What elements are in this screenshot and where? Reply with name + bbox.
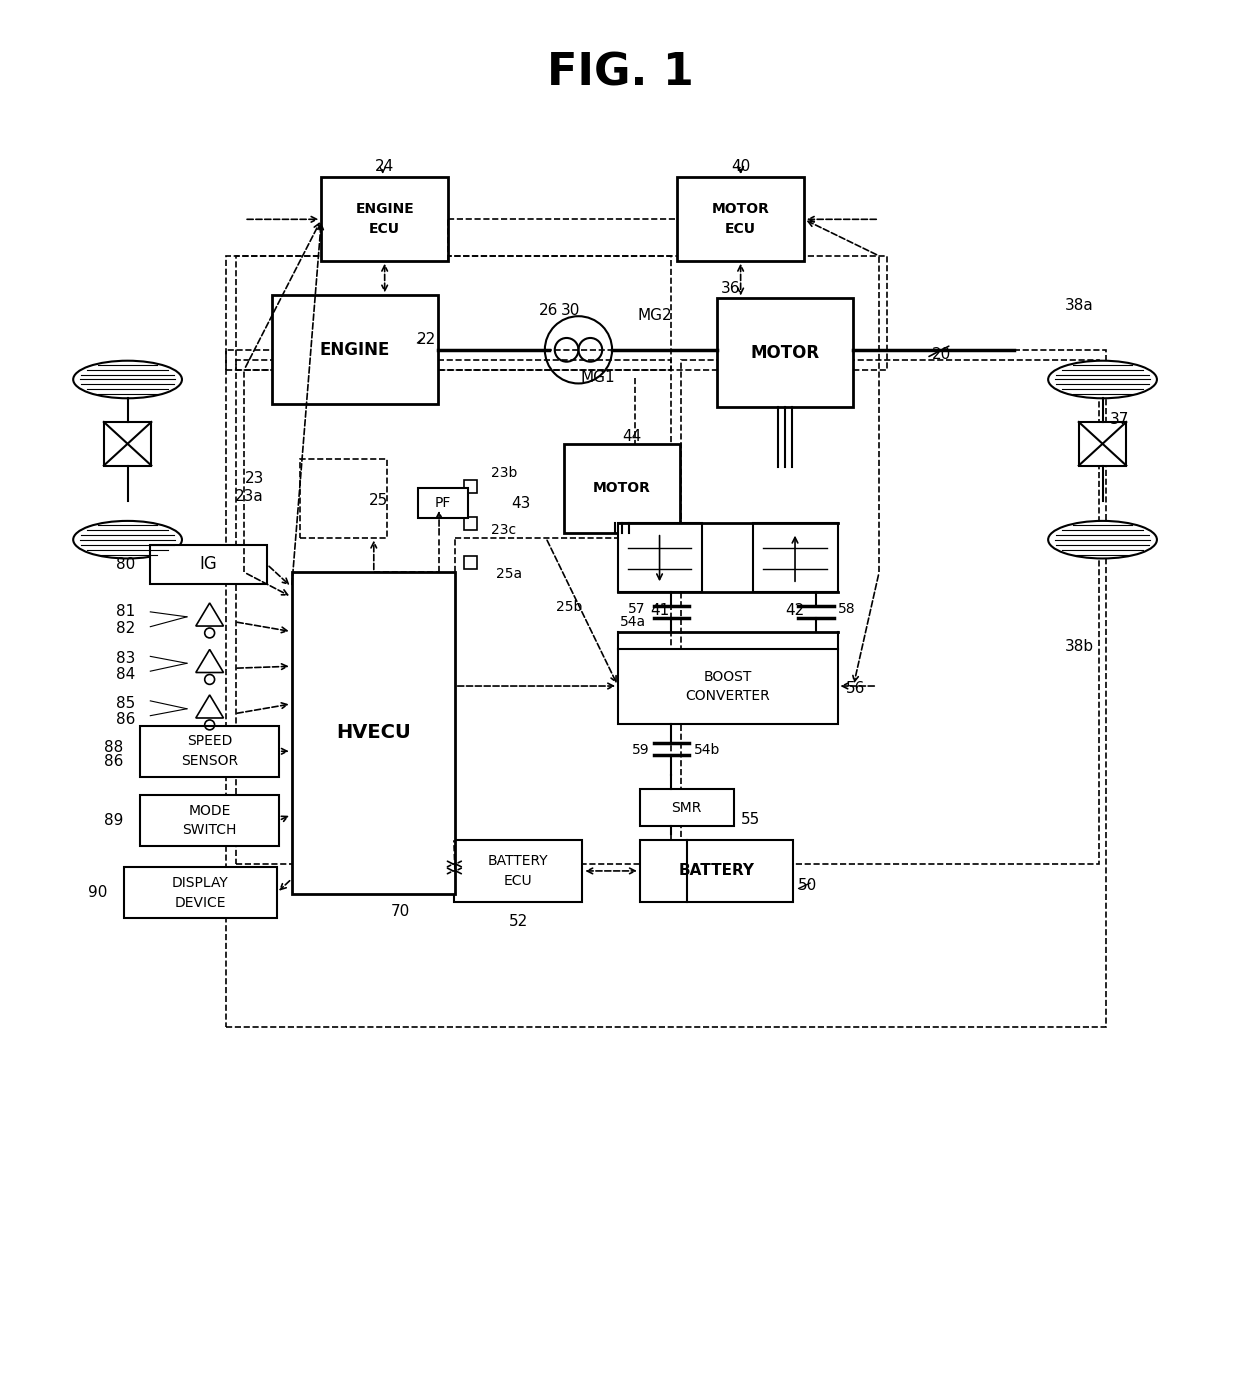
Text: 38b: 38b (1065, 638, 1094, 654)
Bar (464, 480, 476, 493)
Text: 25: 25 (368, 493, 388, 508)
Text: 55: 55 (740, 812, 760, 827)
Text: MODE: MODE (188, 804, 231, 817)
Bar (418, 488, 467, 517)
Text: 85: 85 (117, 696, 135, 711)
Text: 44: 44 (622, 429, 641, 444)
Text: 57: 57 (629, 601, 646, 616)
Bar (464, 556, 476, 570)
Text: 23b: 23b (491, 466, 518, 480)
Text: 25a: 25a (496, 567, 522, 581)
Text: 80: 80 (117, 557, 135, 572)
Text: DEVICE: DEVICE (175, 896, 226, 910)
Bar (454, 841, 583, 901)
Text: PF: PF (435, 497, 451, 510)
Text: FIG. 1: FIG. 1 (547, 51, 693, 95)
Bar (104, 422, 151, 465)
Bar (618, 649, 837, 724)
Ellipse shape (1048, 361, 1157, 398)
Bar (140, 725, 279, 777)
Text: MG2: MG2 (637, 308, 672, 323)
Bar (227, 350, 1106, 1026)
Text: 54b: 54b (694, 743, 720, 757)
Bar (227, 256, 887, 370)
Text: MG1: MG1 (580, 370, 615, 385)
Text: 90: 90 (88, 885, 108, 900)
Text: 23c: 23c (491, 523, 517, 537)
Text: BATTERY: BATTERY (487, 854, 548, 868)
Text: SWITCH: SWITCH (182, 823, 237, 838)
Bar (1079, 422, 1126, 465)
Text: MOTOR: MOTOR (593, 482, 651, 495)
Text: 24: 24 (374, 160, 394, 175)
Text: 30: 30 (560, 303, 580, 318)
Text: 22: 22 (418, 333, 436, 348)
Bar (140, 795, 279, 846)
Text: 37: 37 (1110, 411, 1128, 427)
Text: SPEED: SPEED (187, 735, 232, 749)
Text: ECU: ECU (370, 222, 401, 235)
Bar (300, 458, 387, 538)
Text: CONVERTER: CONVERTER (686, 689, 770, 703)
Text: IG: IG (200, 556, 217, 574)
Text: DISPLAY: DISPLAY (172, 875, 228, 890)
Text: HVECU: HVECU (336, 724, 410, 743)
Bar (640, 841, 794, 901)
Text: 23a: 23a (236, 488, 264, 504)
Text: 50: 50 (799, 878, 817, 893)
Text: 26: 26 (539, 303, 558, 318)
Text: SMR: SMR (672, 801, 702, 815)
Text: 42: 42 (785, 603, 805, 618)
Text: 59: 59 (632, 743, 650, 757)
Bar (272, 296, 438, 405)
Text: 70: 70 (391, 904, 410, 919)
Bar (321, 176, 448, 261)
Text: 36: 36 (720, 281, 740, 296)
Bar (464, 517, 476, 530)
Bar (754, 523, 837, 592)
Bar (681, 359, 1099, 864)
Bar (291, 572, 455, 893)
Text: MOTOR: MOTOR (750, 344, 820, 362)
Text: 58: 58 (837, 601, 856, 616)
Text: 54a: 54a (620, 615, 646, 629)
Text: ENGINE: ENGINE (356, 202, 414, 216)
Text: BATTERY: BATTERY (678, 863, 754, 878)
Text: 86: 86 (104, 754, 124, 769)
Bar (150, 545, 267, 585)
Text: BOOST: BOOST (703, 670, 751, 684)
Text: 86: 86 (117, 713, 135, 727)
Bar (124, 867, 277, 918)
Text: ECU: ECU (725, 222, 756, 235)
Text: ECU: ECU (503, 874, 532, 888)
Text: 38a: 38a (1065, 297, 1094, 312)
Text: 40: 40 (732, 160, 750, 175)
Text: MOTOR: MOTOR (712, 202, 770, 216)
Ellipse shape (73, 522, 182, 559)
Text: 89: 89 (104, 813, 124, 828)
Text: SENSOR: SENSOR (181, 754, 238, 768)
Text: 25b: 25b (556, 600, 582, 614)
Text: 56: 56 (846, 681, 864, 695)
Text: 84: 84 (117, 666, 135, 681)
Bar (640, 788, 734, 827)
Text: 88: 88 (104, 740, 124, 755)
Bar (677, 176, 804, 261)
Text: 83: 83 (117, 651, 135, 666)
Bar (717, 299, 853, 407)
Ellipse shape (73, 361, 182, 398)
Ellipse shape (1048, 522, 1157, 559)
Text: ENGINE: ENGINE (320, 341, 391, 359)
Bar (237, 256, 671, 370)
Text: 23: 23 (244, 471, 264, 486)
Text: 81: 81 (117, 604, 135, 619)
Bar (237, 359, 671, 864)
Text: 43: 43 (511, 495, 531, 510)
Bar (564, 444, 681, 533)
Text: 20: 20 (931, 347, 951, 362)
Bar (618, 523, 702, 592)
Text: 82: 82 (117, 621, 135, 636)
Text: 41: 41 (650, 603, 670, 618)
Text: 52: 52 (508, 914, 528, 929)
